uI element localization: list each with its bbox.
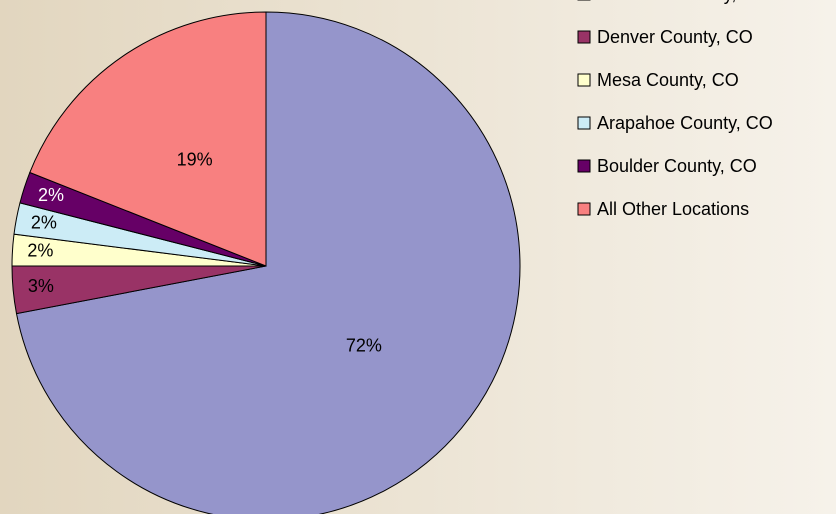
pie-slice [15, 11, 521, 514]
data-label: 2% [38, 185, 64, 205]
data-label: 2% [27, 241, 53, 261]
legend-label: All Other Locations [597, 199, 749, 219]
data-label: 2% [31, 212, 57, 232]
legend-swatch [577, 159, 591, 173]
legend-swatch [577, 30, 591, 44]
legend-label: Denver County, CO [597, 27, 753, 47]
pie-slice [29, 11, 267, 267]
legend-label: Mesa County, CO [597, 70, 739, 90]
legend-swatch [577, 73, 591, 87]
legend-label: Jefferson County, CO [597, 0, 768, 4]
legend-swatch [577, 116, 591, 130]
legend-label: Boulder County, CO [597, 156, 757, 176]
data-label: 19% [177, 150, 213, 170]
legend-label: Arapahoe County, CO [597, 113, 773, 133]
data-label: 72% [346, 336, 382, 356]
legend-swatch [577, 202, 591, 216]
data-label: 3% [28, 276, 54, 296]
